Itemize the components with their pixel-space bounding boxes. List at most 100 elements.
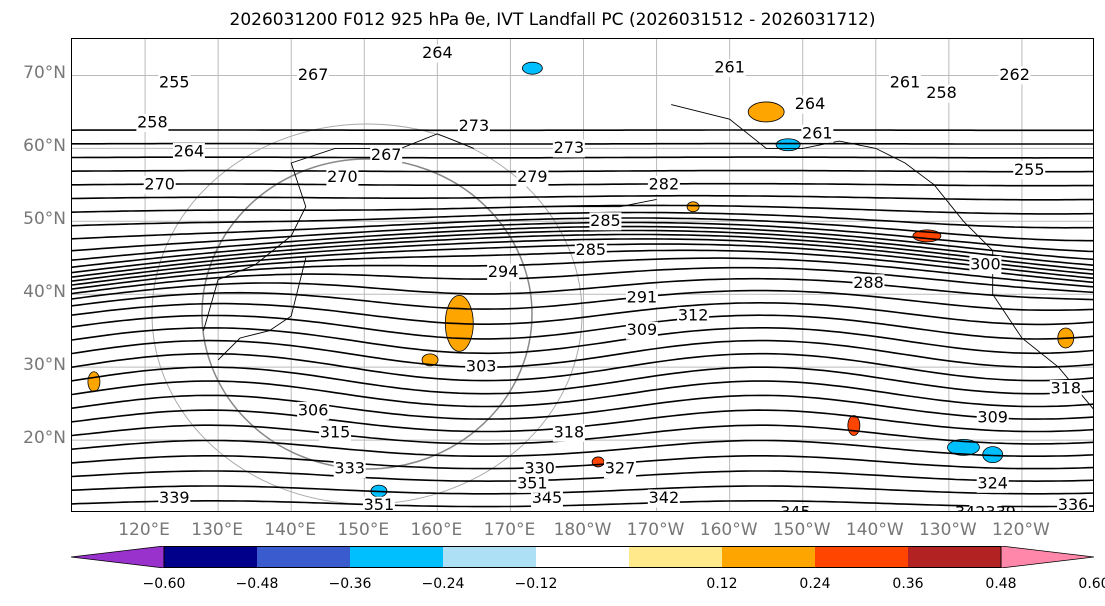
coastline <box>547 198 657 208</box>
contour-label: 342339 <box>955 503 1016 513</box>
theta-e-contour <box>72 204 1093 215</box>
lon-tick-label: 180°W <box>553 520 612 540</box>
colorbar-tick-label: −0.36 <box>328 576 372 592</box>
theta-e-contour <box>72 485 1093 495</box>
theta-e-contour <box>72 352 1093 382</box>
contour-label: 285 <box>590 211 621 230</box>
lon-tick-label: 130°W <box>918 520 977 540</box>
lon-tick-label: 160°E <box>410 520 463 540</box>
coastline <box>203 133 475 331</box>
contour-label: 318 <box>1050 379 1081 398</box>
colorbar-segment <box>722 546 815 568</box>
contour-label: 282 <box>649 174 680 193</box>
theta-e-contour <box>72 266 1093 295</box>
lon-tick-label: 120°W <box>992 520 1050 540</box>
colorbar-tick-label: −0.12 <box>514 576 558 592</box>
contour-label: 330 <box>524 459 555 478</box>
contour-label: 255 <box>159 72 190 91</box>
contour-label: 264 <box>174 142 205 161</box>
contour-label: 300 <box>970 255 1001 274</box>
colorbar-tick-label: 0.48 <box>985 576 1017 592</box>
theta-e-contour <box>72 221 1093 253</box>
contour-label: 294 <box>488 262 519 281</box>
contour-label: 267 <box>298 65 329 84</box>
chart-title: 2026031200 F012 925 hPa θe, IVT Landfall… <box>229 10 876 30</box>
colorbar-tick-label: −0.48 <box>235 576 279 592</box>
contour-label: 262 <box>999 65 1030 84</box>
contour-label: 303 <box>466 357 497 376</box>
lat-tick-label: 40°N <box>23 282 66 303</box>
contour-label: 324 <box>977 473 1008 492</box>
theta-e-contour <box>72 339 1093 369</box>
theta-e-contour <box>72 225 1093 261</box>
contour-label: 288 <box>853 273 884 292</box>
lat-tick-label: 70°N <box>23 63 66 84</box>
theta-e-contour <box>72 289 1093 311</box>
theta-e-contour <box>72 314 1093 340</box>
contour-label: 339 <box>159 488 190 507</box>
lat-tick-label: 20°N <box>23 428 66 449</box>
theta-e-contour <box>72 194 1093 201</box>
lon-tick-label: 140°E <box>264 520 317 540</box>
pc-shade-region <box>686 201 700 213</box>
coastlines <box>203 104 1093 410</box>
colorbar-tick-label: 0.36 <box>892 576 924 592</box>
colorbar-tick-label: −0.24 <box>421 576 465 592</box>
theta-e-contour <box>72 233 1093 274</box>
contour-label: 255 <box>1014 160 1045 179</box>
map-svg: 264 267 255 258 264 270 270 267 273 273 279 282 285 2… <box>72 39 1093 513</box>
pc-shade-region <box>521 61 543 75</box>
colorbar-segment <box>629 546 722 568</box>
colorbar-segment <box>443 546 536 568</box>
colorbar-tick-label: 0.60 <box>1078 576 1105 592</box>
colorbar-segment <box>257 546 350 568</box>
colorbar-segment <box>908 546 1001 568</box>
contour-label: 261 <box>890 72 921 91</box>
theta-e-contour <box>72 257 1093 290</box>
lon-tick-label: 150°E <box>337 520 390 540</box>
colorbar <box>71 546 1094 568</box>
lon-tick-label: 170°E <box>483 520 536 540</box>
theta-e-contour <box>72 366 1093 395</box>
theta-e-contour <box>72 238 1093 278</box>
pc-shade-region <box>421 353 439 367</box>
contour-label: 345 <box>780 503 811 513</box>
contour-label: 270 <box>144 174 175 193</box>
colorbar-tick-label: −0.60 <box>142 576 186 592</box>
colorbar-tick-label: 0.12 <box>706 576 738 592</box>
contour-label: 315 <box>320 422 351 441</box>
colorbar-segment <box>350 546 443 568</box>
theta-e-contour <box>72 182 1093 187</box>
theta-e-contour <box>72 500 1093 508</box>
contour-label: 258 <box>137 112 168 131</box>
contour-label: 306 <box>298 400 329 419</box>
coastline <box>671 104 1093 410</box>
contour-label: 318 <box>554 422 585 441</box>
contour-label: 264 <box>795 94 826 113</box>
contour-label: 351 <box>364 495 395 512</box>
colorbar-segment <box>1000 546 1094 568</box>
pc-shade-region <box>747 101 785 123</box>
contour-label: 270 <box>327 167 358 186</box>
pc-shade-region <box>847 415 861 436</box>
contour-label: 309 <box>627 320 658 339</box>
contour-labels: 264 267 255 258 264 270 270 267 273 273 279 282 285 2… <box>136 43 1090 513</box>
lat-tick-label: 30°N <box>23 355 66 376</box>
colorbar-segment <box>71 546 165 568</box>
pc-shade-region <box>947 438 980 456</box>
theta-e-contour <box>72 156 1093 159</box>
map-plot-area: 264 267 255 258 264 270 270 267 273 273 279 282 285 2… <box>71 38 1094 512</box>
theta-e-contour <box>72 301 1093 326</box>
lon-tick-label: 170°W <box>626 520 685 540</box>
contour-label: 261 <box>714 58 745 77</box>
pc-shade-region <box>87 371 101 393</box>
theta-e-contour <box>72 470 1093 483</box>
contour-label: 258 <box>926 83 957 102</box>
contour-label: 336 <box>1058 495 1089 512</box>
contour-label: 309 <box>977 408 1008 427</box>
theta-e-contour <box>72 327 1093 355</box>
lon-tick-label: 120°E <box>118 520 170 540</box>
lon-tick-label: 140°W <box>845 520 904 540</box>
contour-label: 264 <box>422 43 453 62</box>
contour-label: 261 <box>802 123 833 142</box>
